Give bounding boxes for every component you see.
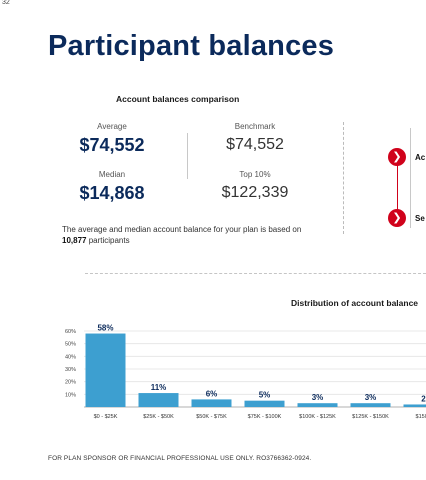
- note-text-before: The average and median account balance f…: [62, 225, 302, 234]
- balance-note: The average and median account balance f…: [62, 224, 302, 246]
- chevron-right-icon[interactable]: ❯: [388, 148, 406, 166]
- average-label: Average: [97, 122, 127, 131]
- y-tick-label: 40%: [65, 354, 76, 360]
- median-value: $14,868: [79, 183, 145, 203]
- benchmark-label: Benchmark: [234, 122, 276, 131]
- average-value: $74,552: [79, 135, 145, 155]
- data-label: 2: [421, 394, 426, 403]
- data-label: 5%: [259, 391, 271, 400]
- x-tick-label: $125K - $150K: [352, 414, 389, 420]
- data-label: 3%: [365, 393, 377, 402]
- y-tick-label: 10%: [65, 392, 76, 398]
- y-tick-label: 20%: [65, 380, 76, 386]
- page-number: 32: [2, 0, 10, 6]
- page-title: Participant balances: [48, 30, 335, 62]
- note-text-after: participants: [86, 236, 130, 245]
- bar: [297, 403, 338, 407]
- y-tick-label: 50%: [65, 342, 76, 348]
- timeline-line: [397, 165, 398, 219]
- benchmark-value: $74,552: [226, 136, 284, 153]
- dashed-separator: [85, 273, 426, 274]
- x-tick-label: $25K - $50K: [143, 414, 174, 420]
- distribution-heading: Distribution of account balance: [291, 298, 419, 308]
- top10-value: $122,339: [221, 184, 289, 201]
- x-tick-label: $100K - $125K: [299, 414, 336, 420]
- x-tick-label: $50K - $75K: [196, 414, 227, 420]
- bar: [138, 393, 179, 407]
- bar: [403, 404, 426, 407]
- comparison-heading: Account balances comparison: [116, 94, 240, 104]
- data-label: 3%: [312, 393, 324, 402]
- data-label: 58%: [97, 324, 113, 333]
- x-tick-label: $75K - $100K: [248, 414, 282, 420]
- chevron-right-icon[interactable]: ❯: [388, 209, 406, 227]
- panel-divider: [410, 128, 411, 228]
- bar: [244, 400, 285, 407]
- timeline-label-1: Ac: [415, 153, 426, 162]
- participant-count: 10,877: [62, 236, 87, 245]
- footer-disclaimer: FOR PLAN SPONSOR OR FINANCIAL PROFESSION…: [48, 455, 312, 462]
- stats-divider: [187, 133, 188, 179]
- y-tick-label: 30%: [65, 367, 76, 373]
- y-tick-label: 60%: [65, 329, 76, 335]
- data-label: 11%: [151, 383, 167, 392]
- bar: [85, 333, 126, 407]
- timeline-label-2: Se: [415, 214, 425, 223]
- distribution-chart: 10% 20% 30% 40% 50% 60% 58% $0 - $25K 11% $25K - …: [65, 324, 426, 420]
- bar: [350, 403, 391, 407]
- median-label: Median: [98, 170, 126, 179]
- data-label: 6%: [206, 389, 218, 398]
- bar: [191, 399, 232, 407]
- x-tick-label: $150K: [416, 414, 426, 420]
- x-tick-label: $0 - $25K: [94, 414, 118, 420]
- section-divider: [343, 122, 344, 234]
- top10-label: Top 10%: [239, 170, 271, 179]
